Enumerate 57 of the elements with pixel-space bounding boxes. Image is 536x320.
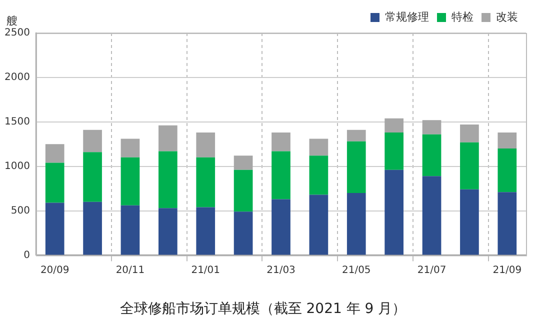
bar — [158, 151, 178, 208]
x-tick-label: 20/09 — [40, 264, 70, 276]
bar — [346, 130, 366, 142]
bar — [498, 132, 517, 149]
y-tick-label: 2000 — [4, 72, 30, 84]
bar — [272, 132, 290, 152]
x-tick-label: 21/01 — [191, 264, 220, 276]
bar — [83, 152, 102, 202]
y-tick-label: 2500 — [4, 28, 30, 39]
bar — [234, 170, 253, 212]
bar — [272, 199, 290, 255]
bar — [460, 124, 479, 142]
bar — [384, 170, 404, 255]
x-tick-label: 21/07 — [417, 264, 446, 276]
bar — [196, 132, 216, 158]
bar — [309, 138, 328, 156]
bar — [196, 157, 216, 208]
y-tick-label: 1000 — [4, 160, 30, 172]
y-tick-label: 500 — [10, 205, 30, 216]
bar — [45, 202, 64, 255]
bar — [460, 189, 479, 255]
bar — [422, 120, 442, 134]
bar — [498, 148, 517, 192]
bar — [309, 194, 328, 255]
bar — [384, 118, 404, 133]
y-axis-title: 艘 — [6, 14, 18, 28]
legend-label: 改装 — [496, 10, 518, 24]
x-tick-label: 20/11 — [116, 264, 145, 276]
bar — [45, 144, 64, 163]
bar — [196, 207, 216, 255]
x-tick-label: 21/05 — [342, 264, 371, 276]
legend-label: 特检 — [452, 10, 474, 24]
bar — [272, 151, 290, 200]
bar — [384, 132, 404, 170]
bar — [234, 156, 253, 170]
text: 全球修船市场订单规模（截至 2021 年 9 月） — [120, 301, 406, 318]
bar — [309, 156, 328, 195]
bar — [346, 141, 366, 193]
legend-label: 常规修理 — [385, 10, 429, 24]
bar — [120, 205, 140, 255]
bar — [120, 157, 140, 206]
bar — [234, 212, 253, 255]
y-tick-label: 0 — [24, 250, 30, 261]
bar — [120, 138, 140, 158]
x-tick-label: 21/09 — [492, 264, 522, 276]
bar — [422, 176, 442, 255]
bar — [460, 142, 479, 190]
bar — [498, 192, 517, 255]
bar — [83, 202, 102, 255]
bar — [158, 125, 178, 152]
bar — [346, 192, 366, 255]
bar — [158, 208, 178, 255]
bar — [45, 162, 64, 203]
bar — [422, 134, 442, 176]
bar — [83, 130, 102, 152]
x-tick-label: 21/03 — [266, 264, 296, 276]
y-tick-label: 1500 — [4, 116, 30, 128]
